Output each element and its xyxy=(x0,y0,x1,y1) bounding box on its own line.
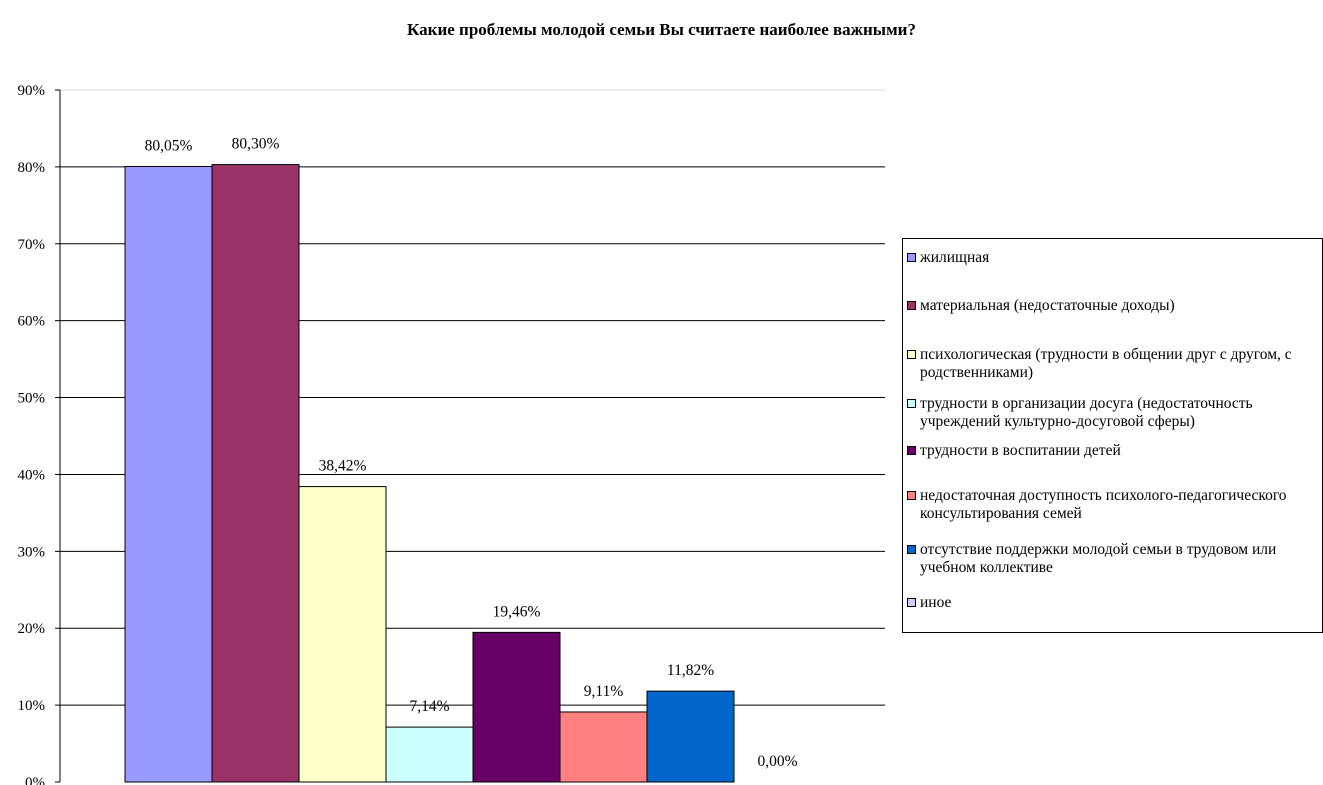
legend-swatch xyxy=(907,545,916,554)
bar xyxy=(472,631,561,783)
legend-label: материальная (недостаточные доходы) xyxy=(920,297,1175,314)
legend: жилищная материальная (недостаточные дохо… xyxy=(902,238,1323,633)
legend-label: иное xyxy=(920,594,952,611)
legend-item: жилищная xyxy=(907,249,1322,267)
y-tick-label: 40% xyxy=(18,467,46,483)
legend-item: трудности в организации досуга (недостат… xyxy=(907,395,1322,431)
y-tick-label: 70% xyxy=(18,237,46,253)
bar xyxy=(646,690,735,783)
legend-item: отсутствие поддержки молодой семьи в тру… xyxy=(907,541,1322,577)
legend-label: жилищная xyxy=(920,249,990,266)
y-axis-ticks: 0% 10% 20% 30% 40% 50% 60% 70% 80% 90% xyxy=(18,83,60,785)
y-tick-label: 10% xyxy=(18,698,46,714)
bar xyxy=(211,164,300,783)
legend-label: отсутствие поддержки молодой семьи в тру… xyxy=(920,541,1277,576)
legend-item: психологическая (трудности в общении дру… xyxy=(907,346,1322,382)
data-label: 80,05% xyxy=(145,138,193,155)
legend-swatch xyxy=(907,350,916,359)
bar xyxy=(124,166,213,783)
y-tick-label: 80% xyxy=(18,160,46,176)
legend-label: трудности в организации досуга (недостат… xyxy=(920,395,1253,430)
y-tick-label: 30% xyxy=(18,544,46,560)
legend-swatch xyxy=(907,598,916,607)
data-label: 11,82% xyxy=(667,662,714,679)
legend-swatch xyxy=(907,491,916,500)
data-label: 7,14% xyxy=(409,698,449,715)
data-label: 80,30% xyxy=(232,136,280,153)
legend-item: иное xyxy=(907,594,1322,612)
legend-swatch xyxy=(907,399,916,408)
legend-label: трудности в воспитании детей xyxy=(920,442,1121,459)
bar xyxy=(559,711,648,783)
y-tick-label: 0% xyxy=(25,775,45,785)
data-label: 0,00% xyxy=(757,753,797,770)
data-label: 9,11% xyxy=(584,683,624,700)
y-tick-label: 20% xyxy=(18,621,46,637)
legend-swatch xyxy=(907,446,916,455)
bar xyxy=(385,726,474,783)
y-tick-label: 50% xyxy=(18,391,46,407)
data-label: 38,42% xyxy=(319,458,367,475)
legend-label: психологическая (трудности в общении дру… xyxy=(920,346,1292,381)
legend-item: недостаточная доступность психолого-педа… xyxy=(907,487,1322,523)
data-label: 19,46% xyxy=(493,603,541,620)
bar xyxy=(298,486,387,783)
data-labels: 80,05% 80,30% 38,42% 7,14% 19,46% 9,11% 11,82%… xyxy=(145,136,798,770)
y-tick-label: 60% xyxy=(18,314,46,330)
y-tick-label: 90% xyxy=(18,83,46,99)
legend-item: материальная (недостаточные доходы) xyxy=(907,297,1322,315)
legend-item: трудности в воспитании детей xyxy=(907,442,1322,460)
bars xyxy=(124,164,735,783)
legend-swatch xyxy=(907,301,916,310)
chart-title: Какие проблемы молодой семьи Вы считаете… xyxy=(407,20,916,39)
legend-label: недостаточная доступность психолого-педа… xyxy=(920,487,1287,522)
legend-swatch xyxy=(907,253,916,262)
